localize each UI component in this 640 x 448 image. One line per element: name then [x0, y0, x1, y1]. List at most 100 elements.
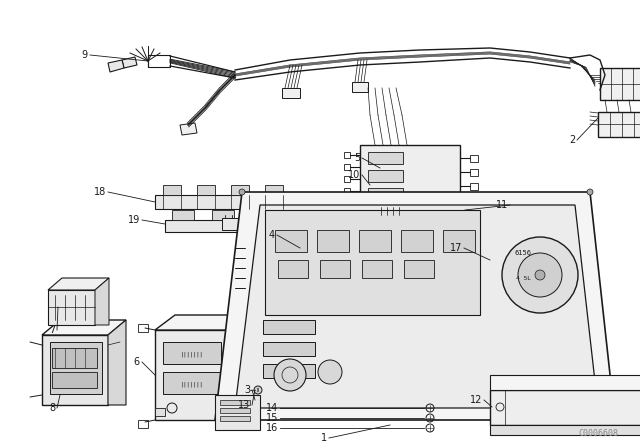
Text: 10: 10: [348, 170, 360, 180]
Polygon shape: [490, 390, 640, 425]
Text: 15: 15: [266, 413, 278, 423]
Bar: [390, 248, 414, 266]
Text: 2: 2: [569, 135, 575, 145]
Polygon shape: [490, 375, 640, 390]
Bar: [344, 152, 350, 158]
Polygon shape: [42, 335, 108, 405]
Polygon shape: [48, 290, 95, 325]
Bar: [368, 188, 403, 200]
Bar: [275, 230, 307, 252]
Text: |||||||: |||||||: [180, 381, 204, 387]
Polygon shape: [215, 192, 615, 420]
Bar: [163, 185, 181, 195]
Bar: [163, 372, 221, 394]
Bar: [424, 248, 438, 266]
Bar: [498, 268, 548, 286]
Bar: [291, 248, 315, 266]
Text: C0006608: C0006608: [578, 429, 618, 438]
Polygon shape: [282, 88, 300, 98]
Bar: [360, 145, 460, 207]
Polygon shape: [180, 123, 197, 135]
Polygon shape: [245, 235, 445, 305]
Bar: [490, 268, 498, 278]
Bar: [163, 342, 221, 364]
Bar: [359, 230, 391, 252]
Bar: [263, 364, 315, 378]
Bar: [278, 260, 308, 278]
Text: 19: 19: [128, 215, 140, 225]
Bar: [600, 68, 640, 100]
Bar: [263, 320, 315, 334]
Bar: [324, 248, 348, 266]
Text: 17: 17: [450, 243, 462, 253]
Polygon shape: [108, 320, 126, 405]
Bar: [344, 164, 350, 170]
Bar: [52, 348, 97, 368]
Bar: [368, 170, 403, 182]
Circle shape: [502, 237, 578, 313]
Bar: [165, 220, 313, 232]
Text: 1: 1: [321, 433, 327, 443]
Bar: [401, 230, 433, 252]
Text: 7: 7: [49, 325, 55, 335]
Polygon shape: [352, 82, 368, 92]
Circle shape: [274, 359, 306, 391]
Bar: [155, 408, 165, 416]
Bar: [212, 210, 234, 220]
Text: 5: 5: [354, 153, 360, 163]
Text: 3: 3: [244, 385, 250, 395]
Bar: [344, 176, 350, 182]
Polygon shape: [155, 330, 230, 420]
Text: 8: 8: [49, 403, 55, 413]
Circle shape: [239, 189, 245, 195]
Bar: [252, 210, 274, 220]
Bar: [148, 55, 170, 67]
Text: 4: 4: [269, 230, 275, 240]
Bar: [231, 185, 249, 195]
Bar: [470, 183, 478, 190]
Polygon shape: [42, 320, 126, 335]
Polygon shape: [155, 315, 250, 330]
Text: 13: 13: [237, 400, 250, 410]
Bar: [220, 400, 250, 405]
Polygon shape: [230, 315, 250, 420]
Bar: [344, 188, 350, 194]
Bar: [220, 416, 250, 421]
Circle shape: [254, 386, 262, 394]
Polygon shape: [445, 215, 480, 305]
Bar: [470, 169, 478, 176]
Text: 6156: 6156: [515, 250, 531, 256]
Bar: [320, 260, 350, 278]
Polygon shape: [555, 220, 575, 310]
Bar: [443, 230, 475, 252]
Text: 9: 9: [82, 50, 88, 60]
Circle shape: [587, 189, 593, 195]
Bar: [598, 112, 640, 137]
Circle shape: [360, 223, 364, 227]
Bar: [368, 152, 403, 164]
Bar: [220, 408, 250, 413]
Bar: [317, 230, 349, 252]
Bar: [500, 290, 508, 298]
Text: |||||||: |||||||: [180, 351, 204, 357]
Bar: [258, 248, 282, 266]
Bar: [155, 195, 315, 209]
Polygon shape: [95, 278, 109, 325]
Bar: [470, 155, 478, 162]
Bar: [265, 185, 283, 195]
Bar: [263, 342, 315, 356]
Text: 11: 11: [496, 200, 508, 210]
Bar: [404, 260, 434, 278]
Bar: [52, 372, 97, 388]
Text: 14: 14: [266, 403, 278, 413]
Bar: [138, 324, 148, 332]
Bar: [197, 185, 215, 195]
Bar: [362, 260, 392, 278]
Text: 18: 18: [93, 187, 106, 197]
Polygon shape: [245, 215, 480, 235]
Bar: [498, 242, 548, 262]
Polygon shape: [490, 425, 640, 435]
Bar: [172, 210, 194, 220]
Bar: [138, 420, 148, 428]
Polygon shape: [490, 235, 555, 310]
